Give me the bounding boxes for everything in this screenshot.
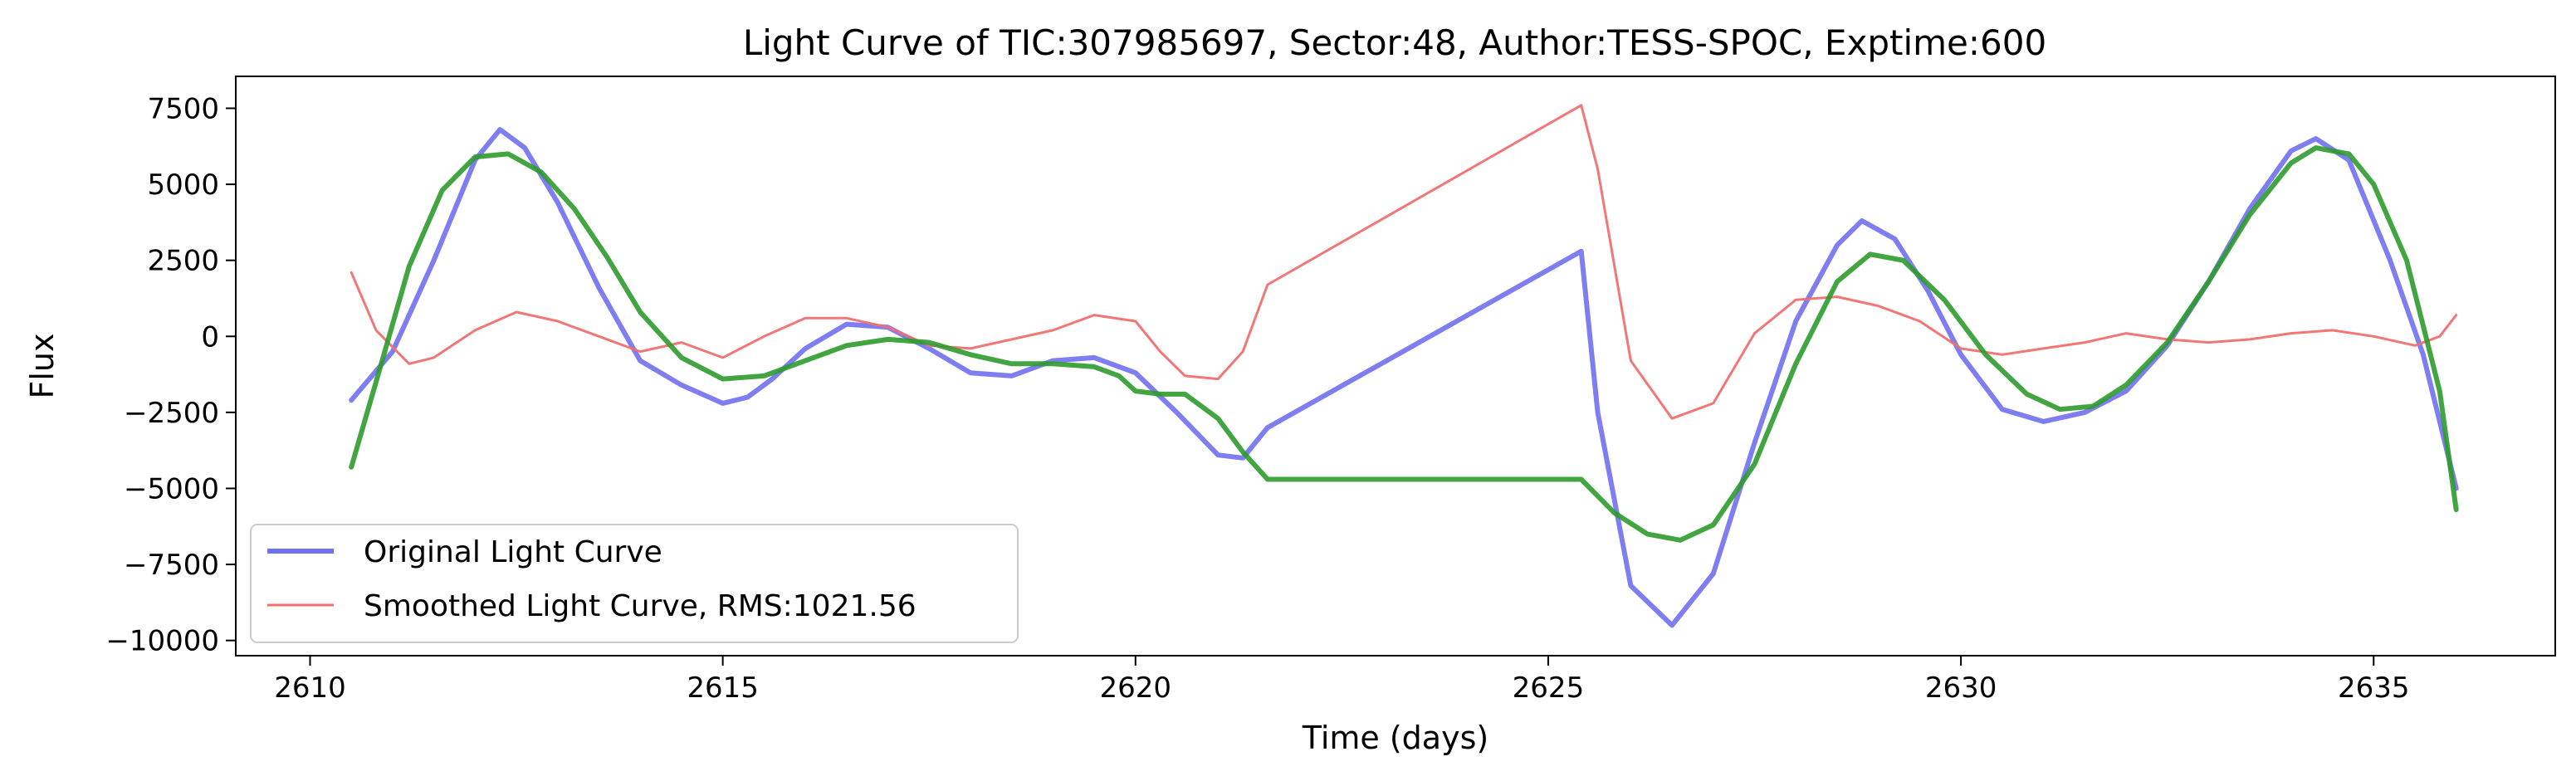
y-tick-label: 7500 [147,92,219,125]
plot-frame [235,76,2556,657]
legend: Original Light Curve Smoothed Light Curv… [250,524,1019,643]
original-light-curve-line [349,127,2459,628]
x-tick-label: 2625 [1513,671,1585,705]
x-tick-label: 2610 [274,671,346,705]
x-tick-label: 2635 [2338,671,2410,705]
y-tick-label: −2500 [124,397,219,430]
x-tick-label: 2615 [687,671,759,705]
plot-series [349,104,2459,628]
legend-box [250,524,1019,643]
x-tick-label: 2630 [1925,671,1997,705]
smoothed-light-curve-line [349,104,2458,420]
y-axis-label: Flux [24,334,61,399]
x-axis: 2610 2615 2620 2625 2630 2635 [274,656,2410,705]
y-tick-label: −7500 [124,549,219,582]
y-tick-label: 5000 [147,168,219,202]
y-tick-label: −10000 [105,625,219,658]
chart-title: Light Curve of TIC:307985697, Sector:48,… [743,22,2046,63]
x-tick-label: 2620 [1100,671,1172,705]
legend-label-smoothed: Smoothed Light Curve, RMS:1021.56 [364,589,917,623]
y-tick-label: 2500 [147,245,219,278]
y-tick-label: −5000 [124,472,219,505]
y-axis: −10000 −7500 −5000 −2500 0 2500 5000 7500 [105,92,236,658]
fit-curve-line [349,145,2459,543]
y-tick-label: 0 [201,320,219,354]
x-axis-label: Time (days) [1302,720,1488,756]
legend-label-original: Original Light Curve [364,535,662,569]
